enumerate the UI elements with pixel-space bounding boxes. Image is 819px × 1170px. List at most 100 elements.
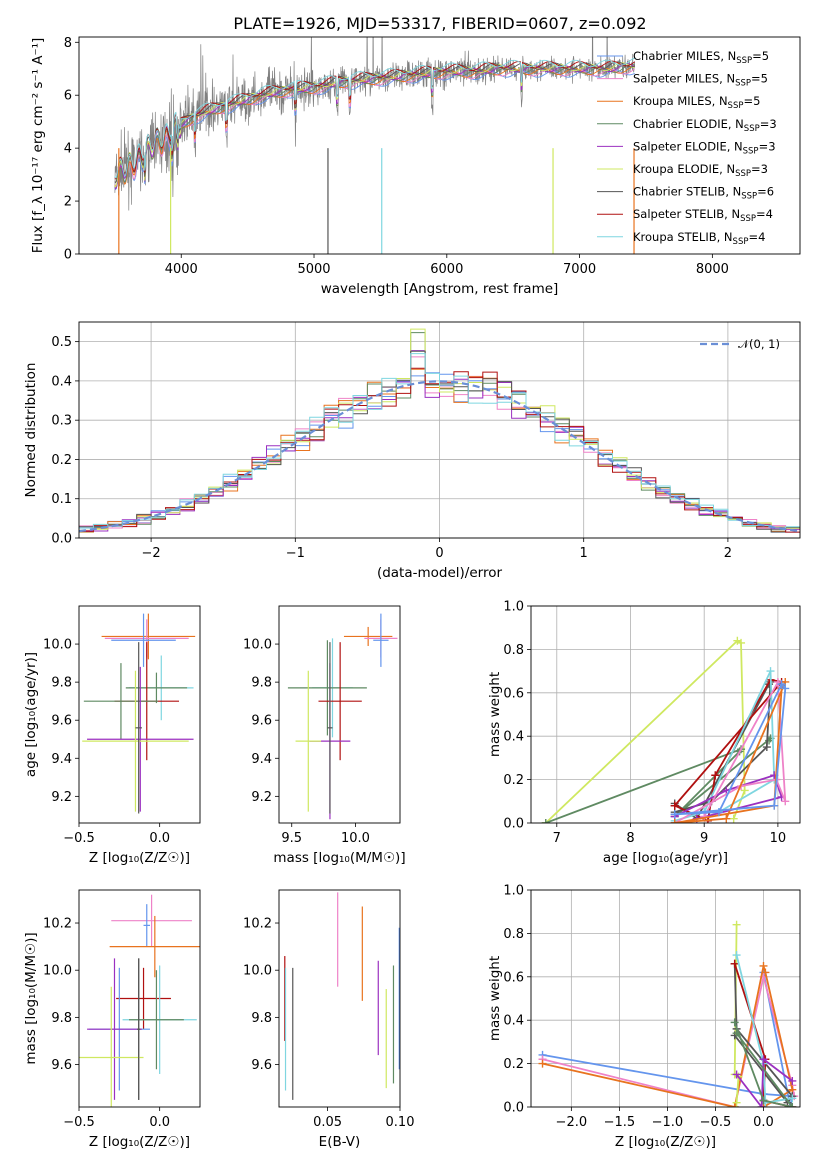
y-tick-label: 9.4 <box>51 752 72 767</box>
x-tick-label: 8 <box>626 831 634 846</box>
y-tick-label: 9.8 <box>51 676 72 691</box>
data-point-marker <box>781 684 790 693</box>
axes-frame <box>78 889 201 1108</box>
x-tick-label: 2 <box>724 546 732 561</box>
x-tick-label: −0.5 <box>63 1115 95 1130</box>
y-tick-label: 1.0 <box>503 600 524 615</box>
mass-weight-line <box>733 1022 794 1107</box>
data-point-marker <box>759 961 768 970</box>
residual-histogram-panel: −2 −1 0 1 2 0.0 0.1 0.2 0.3 0.4 0.5 (data-model)/er… <box>23 321 801 581</box>
y-tick-label: 6 <box>64 89 72 104</box>
x-tick-label: −2.0 <box>556 1115 588 1130</box>
y-tick-label: 2 <box>64 195 72 210</box>
data-point-marker <box>766 667 775 676</box>
data-point-marker <box>541 819 550 823</box>
y-tick-label: 0 <box>64 248 72 263</box>
x-tick-label: −1.0 <box>652 1115 684 1130</box>
data-point-marker <box>722 814 731 823</box>
x-tick-label: 0.05 <box>313 1115 342 1130</box>
data-point-marker <box>732 920 741 929</box>
plot-area <box>541 636 790 823</box>
y-axis-label: mass weight <box>487 672 503 757</box>
mass-vs-ebv-panel: 0.05 0.10 9.6 9.8 10.0 10.2 E(B-V) <box>243 889 415 1150</box>
data-point-marker <box>538 1059 547 1068</box>
y-tick-label: 10.2 <box>43 917 72 932</box>
x-tick-label: 0.0 <box>149 831 170 846</box>
axes-frame <box>78 321 801 539</box>
y-tick-label: 9.2 <box>251 790 272 805</box>
y-tick-label: 0.6 <box>503 686 524 701</box>
data-point-marker <box>732 1029 741 1038</box>
x-tick-label: 0.0 <box>149 1115 170 1130</box>
legend-entry: Salpeter ELODIE, NSSP=3 <box>633 139 776 156</box>
y-tick-label: 10.0 <box>243 638 272 653</box>
y-tick-label: 0.8 <box>503 927 524 942</box>
legend-entry: Salpeter STELIB, NSSP=4 <box>633 207 773 224</box>
x-tick-label: 7000 <box>563 262 596 277</box>
y-tick-label: 0.8 <box>503 643 524 658</box>
y-tick-label: 1.0 <box>503 884 524 899</box>
legend-entry: Chabrier STELIB, NSSP=6 <box>633 185 774 202</box>
y-tick-label: 0.0 <box>503 1101 524 1116</box>
data-point-marker <box>714 808 723 817</box>
mass-weight-line <box>735 1057 793 1107</box>
axes-frame <box>278 889 401 1108</box>
axes-frame <box>78 605 201 824</box>
plot-area <box>82 613 196 814</box>
data-point-marker <box>770 801 779 810</box>
y-tick-label: 0.0 <box>51 532 72 547</box>
y-tick-label: 9.8 <box>251 1011 272 1026</box>
data-point-marker <box>730 1018 739 1027</box>
x-axis-label: Z [log₁₀(Z/Z☉)] <box>89 850 190 866</box>
x-tick-label: 0.10 <box>386 1115 415 1130</box>
x-axis-label: (data-model)/error <box>377 565 503 581</box>
y-tick-label: 0.2 <box>503 773 524 788</box>
y-axis-label: Normed distribution <box>23 363 39 498</box>
x-tick-label: −0.5 <box>63 831 95 846</box>
y-tick-label: 9.8 <box>251 676 272 691</box>
mass-weight-line <box>674 682 787 816</box>
x-tick-label: 7 <box>553 831 561 846</box>
age-vs-metallicity-panel: −0.5 0.0 9.2 9.4 9.6 9.8 10.0 Z [log₁₀(Z/Z☉)] ag… <box>23 605 201 866</box>
y-tick-label: 9.2 <box>51 790 72 805</box>
model-fit-line <box>114 61 635 184</box>
data-point-marker <box>788 1103 797 1107</box>
x-tick-label: 6000 <box>430 262 463 277</box>
data-point-marker <box>670 819 679 823</box>
plot-area <box>114 37 636 254</box>
normal-pdf-curve <box>79 380 800 533</box>
mass-vs-metallicity-panel: −0.5 0.0 9.6 9.8 10.0 10.2 Z [log₁₀(Z/Z☉)] mass… <box>23 889 201 1150</box>
x-tick-label: 8000 <box>696 262 729 277</box>
axes-frame <box>530 889 801 1108</box>
y-tick-label: 0.4 <box>503 1014 524 1029</box>
y-tick-label: 8 <box>64 36 72 51</box>
x-tick-label: −1 <box>286 546 305 561</box>
plot-area <box>284 892 400 1100</box>
y-tick-label: 10.0 <box>243 964 272 979</box>
model-fit-line <box>114 63 635 189</box>
plot-area <box>79 894 200 1107</box>
spectrum-panel: 4000 5000 6000 7000 8000 0 2 4 6 8 wavelength [Ang… <box>30 36 801 297</box>
y-tick-label: 4 <box>64 142 72 157</box>
y-tick-label: 10.0 <box>43 964 72 979</box>
y-axis-label: age [log₁₀(age/yr)] <box>23 652 39 777</box>
plot-area <box>538 920 799 1107</box>
y-tick-label: 0.3 <box>51 414 72 429</box>
x-axis-label: Z [log₁₀(Z/Z☉)] <box>615 1134 716 1150</box>
x-tick-label: 0.0 <box>753 1115 774 1130</box>
age-vs-mass-panel: 9.5 10.0 9.2 9.4 9.6 9.8 10.0 mass [log₁₀(M/M☉)… <box>243 605 406 866</box>
legend-entry: Salpeter MILES, NSSP=5 <box>633 72 768 89</box>
x-axis-label: mass [log₁₀(M/M☉)] <box>273 850 405 866</box>
x-tick-label: 9 <box>700 831 708 846</box>
data-point-marker <box>711 771 720 780</box>
y-tick-label: 10.2 <box>243 917 272 932</box>
mass-weight-line <box>674 678 787 823</box>
x-axis-label: E(B-V) <box>319 1134 361 1150</box>
y-tick-label: 0.5 <box>51 335 72 350</box>
x-tick-label: −2 <box>142 546 161 561</box>
data-point-marker <box>737 638 746 647</box>
data-point-marker <box>730 959 739 968</box>
mass-weight-vs-metallicity-panel: −2.0 −1.5 −1.0 −0.5 0.0 0.0 0.2 0.4 0.6 0.8 1.0 Z [… <box>487 884 801 1150</box>
